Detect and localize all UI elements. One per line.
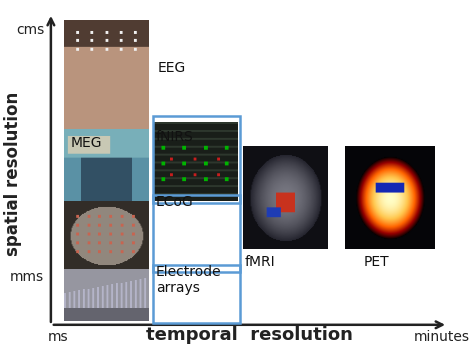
Bar [154, 195, 240, 272]
Text: Electrode
arrays: Electrode arrays [156, 265, 221, 295]
Text: spatial resolution: spatial resolution [4, 92, 22, 256]
Text: ms: ms [47, 330, 68, 344]
Text: ECoG: ECoG [156, 195, 193, 209]
Bar [154, 116, 240, 203]
Text: PET: PET [363, 254, 389, 268]
Text: EEG: EEG [158, 61, 186, 75]
Text: MEG: MEG [71, 136, 102, 150]
Text: fMRI: fMRI [245, 254, 275, 268]
Text: minutes: minutes [413, 330, 469, 344]
Text: mms: mms [10, 270, 44, 284]
Text: fNIRS: fNIRS [156, 130, 193, 144]
Bar [154, 265, 240, 323]
Text: cms: cms [16, 23, 44, 37]
Text: temporal  resolution: temporal resolution [146, 326, 353, 344]
